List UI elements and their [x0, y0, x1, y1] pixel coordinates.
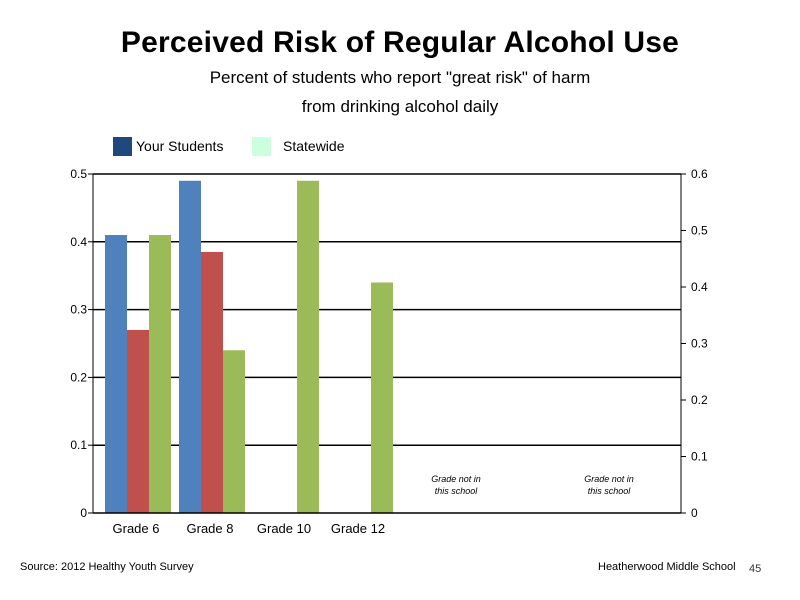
y-right-tick-label: 0.6	[691, 167, 708, 181]
annotation-line-1: Grade not in	[431, 474, 481, 484]
x-tick-label: Grade 6	[113, 521, 160, 536]
y-right-tick-label: 0	[691, 506, 698, 520]
y-right-tick-label: 0.4	[691, 280, 708, 294]
bar	[105, 235, 127, 513]
x-tick-label: Grade 10	[257, 521, 311, 536]
y-left-tick-label: 0.1	[70, 438, 87, 452]
annotation-line-1: Grade not in	[584, 474, 634, 484]
legend-swatch-statewide	[252, 137, 271, 156]
legend-swatch-your-students	[113, 137, 132, 156]
school-name: Heatherwood Middle School	[598, 561, 736, 573]
bar	[127, 329, 149, 513]
bar	[149, 235, 171, 513]
chart-subtitle-line-2: from drinking alcohol daily	[301, 97, 499, 116]
slide-number: 45	[749, 563, 762, 575]
y-right-tick-label: 0.2	[691, 393, 708, 407]
y-left-tick-label: 0.5	[70, 167, 87, 181]
x-tick-label: Grade 12	[331, 521, 385, 536]
y-right-tick-label: 0.3	[691, 337, 708, 351]
annotation-line-2: this school	[435, 486, 479, 496]
y-left-tick-label: 0	[80, 506, 87, 520]
annotation-line-2: this school	[588, 486, 632, 496]
bar	[297, 180, 319, 513]
bar	[371, 282, 393, 513]
bar	[201, 251, 223, 513]
y-right-tick-label: 0.1	[691, 450, 708, 464]
chart-subtitle-line-1: Percent of students who report "great ri…	[209, 68, 591, 87]
x-tick-label: Grade 8	[187, 521, 234, 536]
y-right-tick-label: 0.5	[691, 224, 708, 238]
chart-title: Perceived Risk of Regular Alcohol Use	[120, 26, 680, 59]
source-note: Source: 2012 Healthy Youth Survey	[20, 561, 194, 573]
bar	[223, 350, 245, 513]
y-left-tick-label: 0.2	[70, 370, 87, 384]
legend-label-statewide: Statewide	[283, 138, 345, 154]
y-left-tick-label: 0.4	[70, 235, 87, 249]
bar	[179, 180, 201, 513]
legend-label-your-students: Your Students	[136, 138, 224, 154]
y-left-tick-label: 0.3	[70, 303, 87, 317]
